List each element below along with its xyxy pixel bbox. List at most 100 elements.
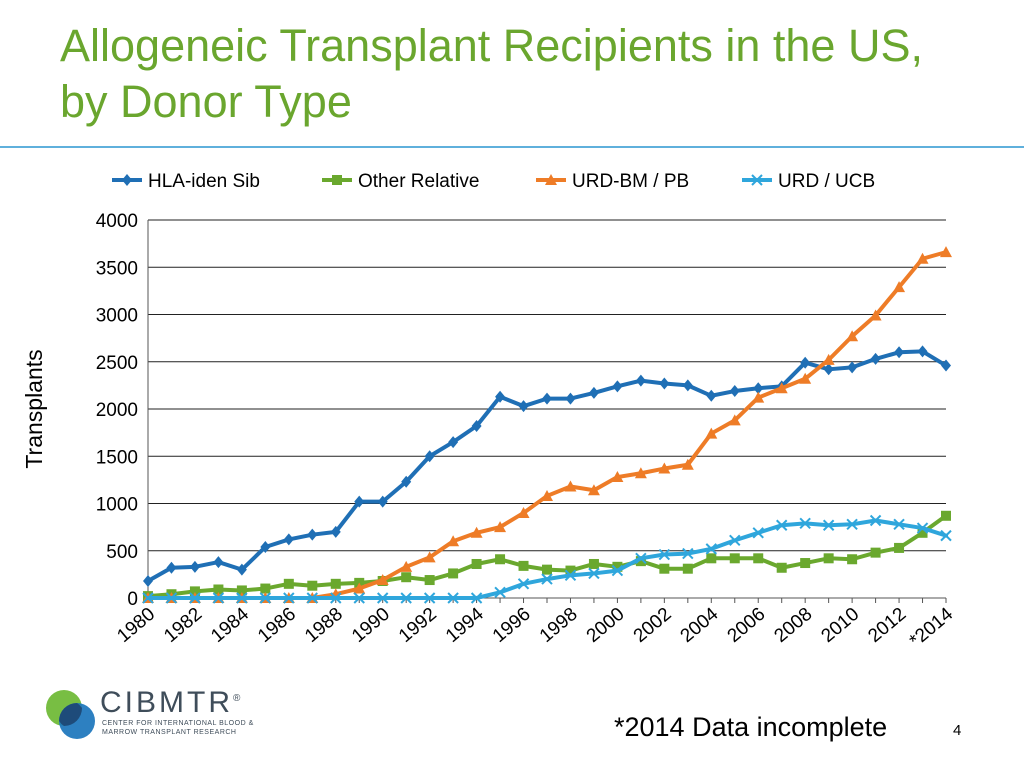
data-point-hla-iden-sib: [565, 392, 576, 405]
legend-label: URD / UCB: [778, 171, 875, 192]
data-point-other-relative: [823, 553, 834, 564]
data-point-other-relative: [941, 510, 951, 521]
data-point-urd-bm-pb: [400, 560, 413, 572]
legend-item-urd-bm-pb: URD-BM / PB: [536, 171, 689, 192]
data-point-hla-iden-sib: [847, 361, 858, 374]
data-point-hla-iden-sib: [213, 556, 224, 569]
data-point-urd-ucb: [846, 518, 858, 530]
y-tick-label: 3500: [96, 258, 138, 279]
legend-label: URD-BM / PB: [572, 171, 689, 192]
data-point-urd-ucb: [353, 592, 365, 604]
data-point-urd-ucb: [916, 522, 929, 534]
data-point-urd-bm-pb: [893, 281, 906, 293]
data-point-hla-iden-sib: [917, 345, 928, 358]
line-chart: HLA-iden Sib Other Relative URD-BM / PB URD…: [21, 171, 958, 652]
data-point-hla-iden-sib: [659, 377, 670, 390]
x-tick-label: 2008: [771, 604, 817, 647]
data-point-urd-bm-pb: [564, 480, 577, 492]
legend-marker-hla-iden-sib: [122, 174, 132, 186]
data-point-other-relative: [800, 558, 811, 569]
legend-label: HLA-iden Sib: [148, 171, 260, 192]
slide-title: Allogeneic Transplant Recipients in the …: [60, 20, 923, 127]
legend-label: Other Relative: [358, 171, 479, 192]
data-point-urd-ucb: [236, 592, 248, 604]
data-point-hla-iden-sib: [941, 359, 951, 372]
data-point-other-relative: [448, 568, 459, 579]
data-point-urd-ucb: [306, 592, 319, 604]
y-tick-label: 500: [106, 542, 138, 563]
x-tick-label: 1988: [301, 604, 347, 647]
data-point-other-relative: [659, 563, 670, 574]
data-point-urd-ucb: [142, 592, 154, 604]
cibmtr-logo: CIBMTR® CENTER FOR INTERNATIONAL BLOOD &…: [44, 686, 284, 746]
legend-marker-other-relative: [332, 175, 342, 185]
data-point-urd-ucb: [470, 592, 483, 604]
x-tick-label: 2006: [724, 604, 770, 647]
data-point-hla-iden-sib: [542, 392, 552, 405]
x-axis-tick-labels: 1980 1982 1984 1986 1988 1990 1992 1994 1996 1998…: [113, 603, 957, 651]
logo-name-text: CIBMTR: [100, 686, 233, 719]
y-tick-label: 2500: [96, 353, 138, 374]
data-point-urd-ucb: [611, 564, 624, 577]
data-point-other-relative: [471, 558, 482, 569]
data-point-urd-bm-pb: [470, 526, 483, 538]
data-point-hla-iden-sib: [260, 540, 271, 553]
y-tick-label: 4000: [96, 211, 138, 232]
data-point-urd-bm-pb: [423, 551, 436, 563]
data-point-urd-bm-pb: [822, 353, 835, 365]
data-point-other-relative: [330, 578, 341, 589]
data-point-other-relative: [847, 554, 858, 565]
data-point-urd-ucb: [564, 569, 577, 582]
data-point-hla-iden-sib: [283, 533, 294, 546]
data-point-hla-iden-sib: [448, 436, 459, 449]
data-point-urd-bm-pb: [752, 391, 765, 403]
chart-gridlines: [148, 219, 946, 599]
y-tick-label: 1000: [96, 495, 138, 516]
data-point-other-relative: [401, 572, 412, 583]
legend-item-other-relative: Other Relative: [322, 171, 479, 192]
data-point-urd-ucb: [283, 592, 295, 604]
data-point-other-relative: [495, 554, 506, 565]
x-tick-label: 1980: [113, 604, 159, 647]
x-tick-label: 2002: [630, 604, 676, 647]
data-point-other-relative: [518, 560, 529, 571]
data-point-urd-bm-pb: [587, 484, 600, 496]
data-point-urd-bm-pb: [799, 372, 812, 384]
data-point-urd-bm-pb: [376, 574, 389, 586]
logo-registered-mark: ®: [233, 693, 244, 704]
data-point-other-relative: [635, 556, 646, 567]
data-point-urd-ucb: [212, 592, 225, 604]
data-point-hla-iden-sib: [471, 420, 482, 433]
data-point-other-relative: [189, 586, 200, 597]
data-point-urd-bm-pb: [447, 535, 460, 547]
data-point-urd-ucb: [705, 543, 718, 555]
data-point-other-relative: [682, 563, 693, 574]
data-point-other-relative: [917, 527, 928, 538]
series-hla-iden-sib: [143, 345, 951, 587]
data-point-urd-bm-pb: [681, 458, 694, 470]
data-point-urd-ucb: [869, 514, 882, 527]
data-point-other-relative: [424, 575, 435, 586]
data-point-other-relative: [260, 583, 271, 594]
data-point-other-relative: [542, 564, 552, 575]
data-point-urd-ucb: [259, 592, 272, 604]
data-point-hla-iden-sib: [753, 382, 764, 395]
data-point-other-relative: [776, 562, 787, 573]
x-tick-label: 1982: [160, 604, 206, 647]
chart-legend: HLA-iden Sib Other Relative URD-BM / PB URD…: [112, 171, 875, 192]
data-point-hla-iden-sib: [377, 495, 388, 508]
data-point-other-relative: [565, 565, 576, 576]
x-tick-label: 2012: [864, 604, 910, 647]
data-point-hla-iden-sib: [706, 389, 717, 402]
legend-item-hla-iden-sib: HLA-iden Sib: [112, 171, 260, 192]
data-point-other-relative: [612, 561, 623, 572]
data-point-urd-ucb: [752, 527, 764, 539]
data-point-urd-bm-pb: [775, 382, 788, 394]
data-point-urd-bm-pb: [611, 471, 624, 483]
x-tick-label: 1994: [442, 603, 488, 647]
data-point-urd-ucb: [893, 518, 905, 530]
y-tick-label: 0: [127, 589, 138, 610]
x-tick-label: 1986: [254, 604, 300, 647]
data-point-hla-iden-sib: [330, 525, 341, 538]
data-point-hla-iden-sib: [518, 400, 529, 413]
